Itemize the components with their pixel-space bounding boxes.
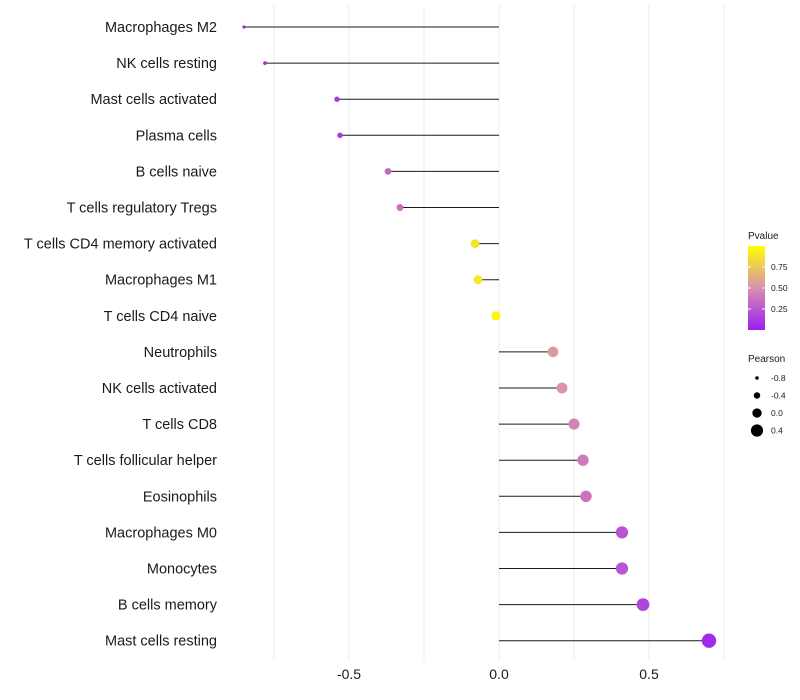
category-label: Macrophages M2 xyxy=(105,20,217,36)
data-point xyxy=(337,132,343,139)
size-key xyxy=(755,376,759,380)
legend-label: -0.4 xyxy=(771,391,786,401)
legend-title: Pvalue xyxy=(748,231,779,242)
category-label: Eosinophils xyxy=(143,489,217,505)
category-label: B cells memory xyxy=(118,598,218,614)
category-label: T cells regulatory Tregs xyxy=(67,201,217,217)
category-label: Mast cells activated xyxy=(90,92,217,108)
x-tick-label: 0.5 xyxy=(639,666,659,682)
data-point xyxy=(384,168,392,175)
category-label: Monocytes xyxy=(147,562,217,578)
category-label: Mast cells resting xyxy=(105,634,217,650)
x-tick-label: 0.0 xyxy=(489,666,509,682)
data-point xyxy=(334,96,340,102)
legend-label: 0.4 xyxy=(771,426,783,436)
category-label: NK cells activated xyxy=(102,381,217,397)
data-point xyxy=(636,598,650,611)
y-axis-labels: Macrophages M2 NK cells resting Mast cells… xyxy=(24,20,218,650)
data-point xyxy=(568,418,580,430)
legend-label: 0.50 xyxy=(771,283,788,293)
data-point xyxy=(547,346,559,358)
category-label: T cells CD8 xyxy=(142,417,217,433)
legend-label: 0.25 xyxy=(771,304,788,314)
grid-lines xyxy=(273,5,725,660)
data-point xyxy=(263,61,267,65)
category-label: Neutrophils xyxy=(144,345,217,361)
x-axis-labels: -0.5 0.0 0.5 xyxy=(337,666,659,682)
category-label: Macrophages M0 xyxy=(105,525,217,541)
category-label: NK cells resting xyxy=(116,56,217,72)
category-label: T cells CD4 memory activated xyxy=(24,237,217,253)
data-point xyxy=(701,633,717,648)
category-label: Macrophages M1 xyxy=(105,273,217,289)
data-point xyxy=(396,204,404,211)
data-point xyxy=(577,454,589,466)
data-point xyxy=(473,275,483,285)
category-label: T cells CD4 naive xyxy=(104,309,217,325)
legend-title: Pearson xyxy=(748,354,785,365)
data-point xyxy=(615,526,629,539)
stems xyxy=(244,26,709,642)
pvalue-legend: Pvalue 0.75 0.50 0.25 xyxy=(748,231,788,330)
legend-label: 0.75 xyxy=(771,262,788,272)
category-label: Plasma cells xyxy=(136,128,217,144)
size-key xyxy=(753,392,761,399)
data-point xyxy=(615,562,629,575)
data-point xyxy=(556,382,568,394)
data-point xyxy=(242,25,246,29)
data-point xyxy=(580,490,592,503)
legend-label: 0.0 xyxy=(771,408,783,418)
pearson-legend: Pearson -0.8 -0.4 0.0 0.4 xyxy=(748,354,786,437)
size-key xyxy=(752,408,762,418)
x-tick-label: -0.5 xyxy=(337,666,361,682)
legend-label: -0.8 xyxy=(771,373,786,383)
color-bar xyxy=(748,246,765,330)
category-label: B cells naive xyxy=(136,164,217,180)
data-point xyxy=(470,239,480,248)
size-key xyxy=(750,424,764,437)
category-label: T cells follicular helper xyxy=(74,453,217,469)
data-point xyxy=(491,311,501,321)
points xyxy=(242,25,717,648)
